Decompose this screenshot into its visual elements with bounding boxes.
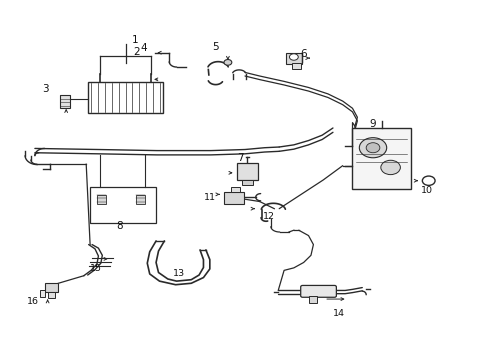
Text: 16: 16 bbox=[26, 297, 38, 306]
Text: 4: 4 bbox=[141, 43, 147, 53]
Text: 11: 11 bbox=[204, 193, 216, 202]
Bar bbox=[293, 63, 301, 69]
Circle shape bbox=[359, 138, 387, 158]
Bar bbox=[60, 95, 70, 108]
Bar bbox=[237, 163, 258, 180]
Bar bbox=[286, 53, 302, 64]
Bar bbox=[242, 180, 253, 185]
Text: 2: 2 bbox=[133, 47, 140, 57]
Bar bbox=[48, 292, 55, 298]
Circle shape bbox=[224, 59, 232, 65]
Circle shape bbox=[381, 160, 400, 175]
Text: 7: 7 bbox=[237, 153, 244, 163]
Bar bbox=[231, 187, 240, 192]
Circle shape bbox=[422, 176, 435, 185]
Text: 1: 1 bbox=[132, 35, 139, 45]
Bar bbox=[45, 283, 58, 292]
Bar bbox=[136, 195, 145, 204]
Bar bbox=[88, 82, 163, 113]
Text: 9: 9 bbox=[369, 120, 376, 129]
Circle shape bbox=[366, 143, 380, 153]
Circle shape bbox=[290, 54, 298, 60]
Text: 10: 10 bbox=[421, 185, 433, 194]
Bar bbox=[224, 192, 244, 204]
Text: 8: 8 bbox=[116, 221, 122, 230]
Text: 3: 3 bbox=[42, 84, 49, 94]
Bar bbox=[309, 296, 318, 303]
Bar bbox=[90, 187, 156, 223]
Bar bbox=[352, 128, 411, 189]
Text: 5: 5 bbox=[212, 42, 219, 52]
Text: 14: 14 bbox=[333, 309, 345, 318]
Bar bbox=[40, 290, 45, 297]
Text: 6: 6 bbox=[300, 49, 307, 59]
Text: 13: 13 bbox=[173, 269, 185, 278]
Text: 12: 12 bbox=[263, 212, 274, 221]
FancyBboxPatch shape bbox=[301, 285, 336, 297]
Bar bbox=[98, 195, 106, 204]
Text: 15: 15 bbox=[90, 265, 102, 274]
